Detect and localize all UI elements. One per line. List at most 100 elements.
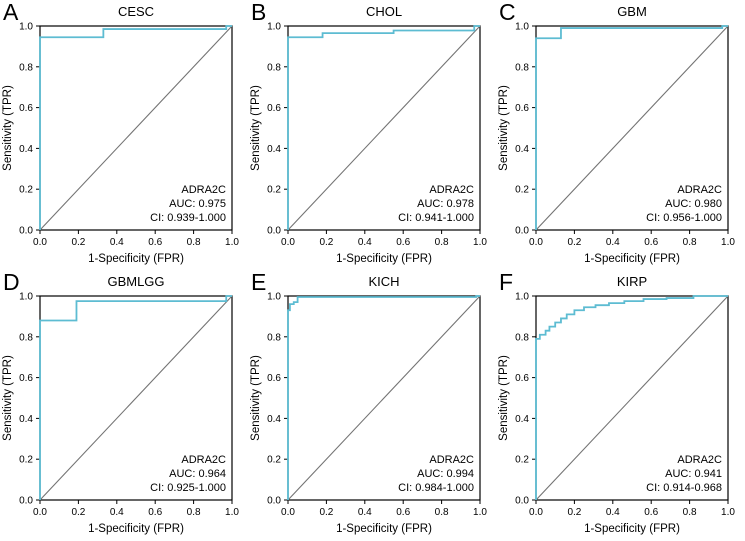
panel-letter: D [3, 270, 20, 295]
x-tick-label: 0.8 [187, 507, 201, 518]
panel-title: CHOL [366, 4, 402, 19]
x-tick-label: 0.8 [435, 237, 449, 248]
y-tick-label: 0.4 [19, 144, 33, 155]
diagonal-reference-line [287, 295, 481, 501]
x-tick-label: 0.2 [71, 507, 85, 518]
x-tick-label: 0.6 [148, 237, 162, 248]
gene-label: ADRA2C [429, 454, 474, 466]
y-tick-label: 0.8 [19, 62, 33, 73]
ci-label: CI: 0.984-1.000 [398, 482, 474, 494]
panel-title: KIRP [617, 274, 647, 289]
x-tick-label: 0.0 [281, 507, 295, 518]
y-tick-label: 0.4 [515, 414, 529, 425]
x-tick-label: 1.0 [473, 237, 487, 248]
panel-letter: F [499, 270, 513, 295]
x-tick-label: 0.2 [567, 237, 581, 248]
y-axis-label: Sensitivity (TPR) [2, 355, 14, 441]
auc-label: AUC: 0.978 [417, 198, 474, 210]
roc-curve [535, 25, 728, 230]
ci-label: CI: 0.939-1.000 [150, 212, 226, 224]
y-tick-label: 0.2 [19, 455, 33, 466]
x-tick-label: 0.0 [281, 237, 295, 248]
roc-curve [287, 25, 480, 230]
y-tick-label: 0.6 [267, 373, 281, 384]
x-tick-label: 1.0 [721, 507, 735, 518]
panel-title: CESC [118, 4, 154, 19]
roc-curve [39, 25, 232, 230]
auc-label: AUC: 0.975 [169, 198, 226, 210]
roc-plot-kirp: 0.00.0 0.2 0.2 0.4 0.4 0.6 0.6 0.8 0.8 1.0 1.0 F K… [498, 270, 735, 535]
roc-panel-gbm: 0.0 0.0 0.2 0.2 0.4 0.4 0.6 0.6 0.8 0.8 1.0 1.0 C G… [496, 0, 744, 270]
gene-label: ADRA2C [677, 454, 722, 466]
x-tick-label: 1.0 [225, 237, 239, 248]
x-axis-label: 1-Specificity (FPR) [584, 253, 680, 265]
y-tick-label: 0.8 [267, 62, 281, 73]
axes-layer: 0.00.0 0.2 0.2 0.4 0.4 0.6 0.6 0.8 0.8 1.0 1.0 [19, 292, 239, 519]
diagonal-reference-line [535, 25, 729, 231]
auc-label: AUC: 0.994 [417, 468, 474, 480]
roc-panel-cesc: 0.0 0.0 0.2 0.2 0.4 0.4 0.6 0.6 0.8 0.8 1.0 1.0 A C… [0, 0, 248, 270]
x-tick-label: 0.8 [435, 507, 449, 518]
y-tick-label: 0.4 [19, 414, 33, 425]
auc-label: AUC: 0.941 [665, 468, 722, 480]
y-axis-label: Sensitivity (TPR) [250, 355, 262, 441]
ci-label: CI: 0.956-1.000 [646, 212, 722, 224]
x-tick-label: 0.2 [567, 507, 581, 518]
y-tick-label: 0.2 [267, 455, 281, 466]
x-axis-label: 1-Specificity (FPR) [336, 253, 432, 265]
ci-label: CI: 0.941-1.000 [398, 212, 474, 224]
x-tick-label: 0.4 [110, 507, 124, 518]
roc-plot-chol: 0.00.0 0.2 0.2 0.4 0.4 0.6 0.6 0.8 0.8 1.0 1.0 B C… [250, 0, 487, 265]
ci-label: CI: 0.925-1.000 [150, 482, 226, 494]
diagonal-reference-line [535, 295, 729, 501]
panel-title: GBM [617, 4, 647, 19]
x-tick-label: 1.0 [473, 507, 487, 518]
y-tick-label: 0.6 [267, 103, 281, 114]
y-tick-label: 0.0 [267, 496, 281, 507]
y-tick-label: 0.6 [515, 103, 529, 114]
x-tick-label: 0.0 [529, 507, 543, 518]
roc-curve [287, 295, 480, 500]
y-tick-label: 0.4 [515, 144, 529, 155]
ci-label: CI: 0.914-0.968 [646, 482, 722, 494]
y-tick-label: 1.0 [515, 292, 529, 303]
diagonal-reference-line [287, 25, 481, 231]
y-tick-label: 0.0 [19, 226, 33, 237]
x-tick-label: 0.0 [529, 237, 543, 248]
roc-plot-cesc: 0.00.0 0.2 0.2 0.4 0.4 0.6 0.6 0.8 0.8 1.0 1.0 A C… [2, 0, 239, 265]
diagonal-reference-line [39, 295, 233, 501]
panel-letter: A [3, 0, 19, 25]
x-tick-label: 0.4 [358, 507, 372, 518]
x-tick-label: 0.8 [683, 507, 697, 518]
panel-letter: B [251, 0, 266, 25]
y-tick-label: 0.8 [267, 332, 281, 343]
gene-label: ADRA2C [429, 184, 474, 196]
x-axis-label: 1-Specificity (FPR) [336, 523, 432, 535]
y-axis-label: Sensitivity (TPR) [498, 85, 510, 171]
x-tick-label: 0.4 [110, 237, 124, 248]
x-tick-label: 0.6 [148, 507, 162, 518]
x-tick-label: 0.0 [33, 237, 47, 248]
panel-letter: C [499, 0, 516, 25]
roc-panel-kirp: 0.0 0.0 0.2 0.2 0.4 0.4 0.6 0.6 0.8 0.8 1.0 1.0 F K… [496, 270, 744, 540]
y-tick-label: 1.0 [19, 292, 33, 303]
x-tick-label: 0.8 [187, 237, 201, 248]
y-tick-label: 0.6 [19, 103, 33, 114]
y-axis-label: Sensitivity (TPR) [498, 355, 510, 441]
diagonal-reference-line [39, 25, 233, 231]
y-tick-label: 0.8 [515, 62, 529, 73]
y-tick-label: 1.0 [267, 292, 281, 303]
panel-title: KICH [368, 274, 399, 289]
gene-label: ADRA2C [181, 184, 226, 196]
axes-layer: 0.00.0 0.2 0.2 0.4 0.4 0.6 0.6 0.8 0.8 1.0 1.0 [267, 292, 487, 519]
x-tick-label: 0.6 [396, 507, 410, 518]
panel-title: GBMLGG [107, 274, 164, 289]
x-axis-label: 1-Specificity (FPR) [88, 523, 184, 535]
auc-label: AUC: 0.964 [169, 468, 226, 480]
x-tick-label: 0.6 [396, 237, 410, 248]
axes-layer: 0.00.0 0.2 0.2 0.4 0.4 0.6 0.6 0.8 0.8 1.0 1.0 [515, 22, 735, 249]
x-tick-label: 0.8 [683, 237, 697, 248]
x-tick-label: 0.6 [644, 237, 658, 248]
x-axis-label: 1-Specificity (FPR) [88, 253, 184, 265]
x-tick-label: 0.2 [71, 237, 85, 248]
